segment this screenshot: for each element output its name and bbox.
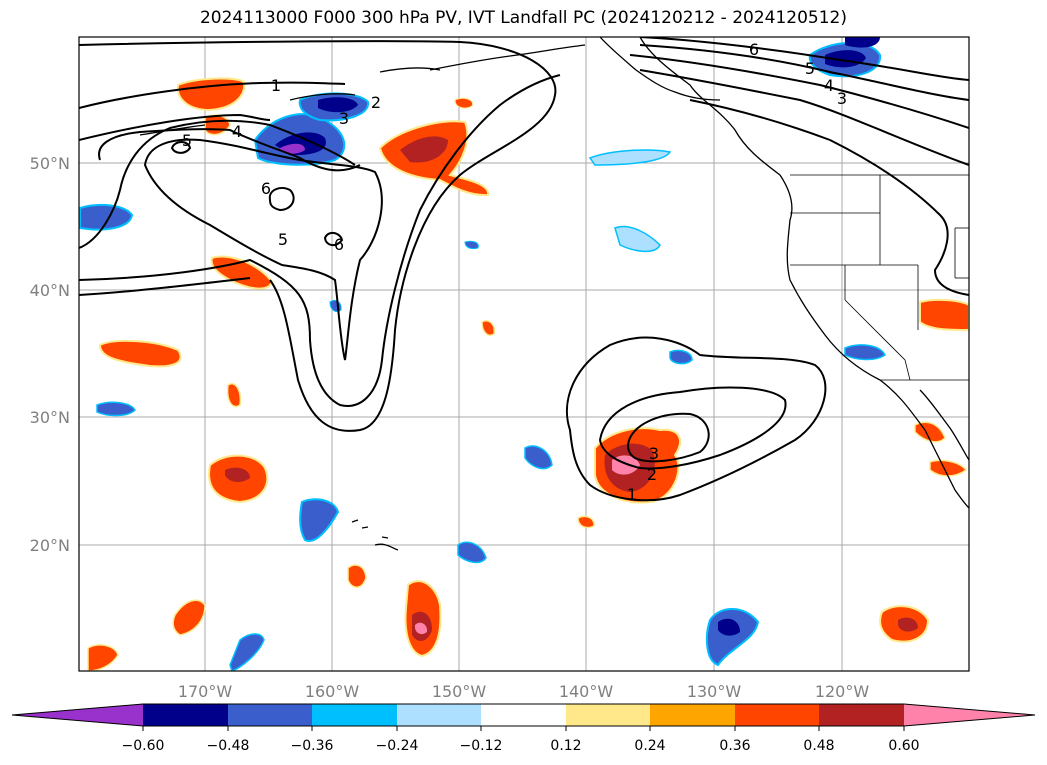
colorbar-tick-label: −0.60	[122, 738, 165, 754]
contour-label-6: 6	[261, 179, 271, 198]
contour-label-5: 5	[182, 131, 192, 150]
colorbar-tick-label: 0.36	[719, 738, 750, 754]
colorbar-extend-high	[904, 704, 1035, 726]
contour-label-6: 6	[334, 235, 344, 254]
contour-label-2: 2	[371, 93, 381, 112]
colorbar-tick-label: −0.48	[207, 738, 250, 754]
colorbar-tick-label: 0.60	[888, 738, 919, 754]
lon-label-130w: 130°W	[687, 682, 742, 701]
contour-label-3: 3	[649, 444, 659, 463]
lat-label-30n: 30°N	[30, 408, 70, 427]
colorbar: −0.60 −0.48 −0.36 −0.24 −0.12 0.12 0.24 …	[11, 703, 1036, 754]
lat-label-50n: 50°N	[30, 154, 70, 173]
pv-negative-anomalies	[79, 37, 886, 671]
contour-label-5: 5	[805, 59, 815, 78]
lat-label-20n: 20°N	[30, 536, 70, 555]
pv-positive-anomalies	[87, 77, 969, 671]
latitude-labels: 50°N 40°N 30°N 20°N	[30, 154, 70, 555]
colorbar-tick-label: −0.36	[291, 738, 334, 754]
colorbar-ticks	[142, 726, 905, 731]
colorbar-tick-label: −0.12	[460, 738, 503, 754]
lon-label-120w: 120°W	[815, 682, 870, 701]
contour-label-6: 6	[749, 40, 759, 59]
colorbar-extend-low	[12, 704, 143, 726]
lat-label-40n: 40°N	[30, 281, 70, 300]
contour-label-4: 4	[232, 122, 242, 141]
lon-label-170w: 170°W	[178, 682, 233, 701]
contour-label-3: 3	[837, 89, 847, 108]
ivt-contours	[79, 37, 969, 502]
map-title: 2024113000 F000 300 hPa PV, IVT Landfall…	[199, 8, 847, 28]
contour-label-group: 1 2 3 4 5 6 5 6 6 5 4 3 3 2 1	[182, 40, 847, 504]
colorbar-segment	[228, 704, 312, 726]
contour-label-3: 3	[339, 109, 349, 128]
colorbar-segment	[650, 704, 735, 726]
contour-label-1: 1	[627, 485, 637, 504]
lon-label-140w: 140°W	[559, 682, 614, 701]
colorbar-tick-label: −0.24	[376, 738, 419, 754]
state-borders	[790, 174, 969, 381]
map-frame	[78, 36, 970, 672]
longitude-labels: 170°W 160°W 150°W 140°W 130°W 120°W	[178, 682, 870, 701]
lon-label-150w: 150°W	[432, 682, 487, 701]
contour-label-4: 4	[824, 76, 834, 95]
contour-label-1: 1	[271, 76, 281, 95]
colorbar-tick-label: 0.12	[550, 738, 581, 754]
lon-label-160w: 160°W	[305, 682, 360, 701]
coastlines	[139, 37, 969, 551]
colorbar-tick-label: 0.48	[803, 738, 834, 754]
colorbar-segment	[481, 704, 566, 726]
colorbar-segment	[312, 704, 397, 726]
colorbar-segment	[143, 704, 228, 726]
colorbar-segment	[397, 704, 481, 726]
map-area	[79, 37, 969, 671]
colorbar-segment	[735, 704, 819, 726]
contour-label-5: 5	[278, 230, 288, 249]
colorbar-tick-label: 0.24	[634, 738, 665, 754]
colorbar-segment	[566, 704, 650, 726]
contour-label-2: 2	[647, 465, 657, 484]
colorbar-segment	[819, 704, 904, 726]
